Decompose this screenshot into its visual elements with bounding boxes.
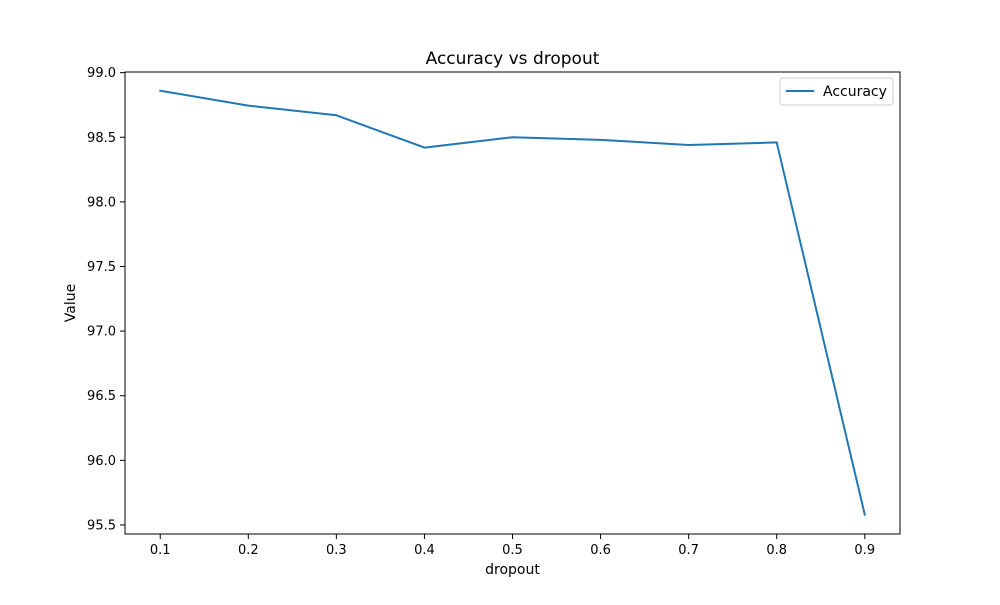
series-layer: [159, 89, 866, 516]
y-tick-label: 98.0: [87, 195, 116, 210]
series-line-accuracy: [159, 89, 866, 516]
y-axis: 95.5 96.0 96.5 97.0 97.5 98.0 98.5 99.0: [87, 66, 125, 533]
y-tick-label: 96.0: [87, 454, 116, 469]
x-tick-label: 0.1: [150, 543, 171, 558]
y-tick-label: 95.5: [87, 518, 116, 533]
plot-area: [124, 71, 901, 535]
x-tick-label: 0.9: [854, 543, 875, 558]
plot-frame: [124, 71, 901, 535]
x-tick-label: 0.2: [238, 543, 259, 558]
x-tick-label: 0.4: [414, 543, 435, 558]
x-axis-label: dropout: [485, 562, 540, 578]
chart-title: Accuracy vs dropout: [426, 49, 600, 69]
x-tick-label: 0.3: [326, 543, 347, 558]
legend: Accuracy: [779, 77, 894, 106]
legend-box: [779, 77, 894, 106]
y-tick-label: 97.0: [87, 325, 116, 340]
y-tick-label: 96.5: [87, 389, 116, 404]
y-tick-label: 99.0: [87, 66, 116, 81]
y-tick-label: 98.5: [87, 131, 116, 146]
x-tick-label: 0.8: [766, 543, 787, 558]
legend-entry-accuracy: Accuracy: [823, 84, 887, 100]
x-tick-label: 0.7: [678, 543, 699, 558]
x-axis: 0.1 0.2 0.3 0.4 0.5 0.6 0.7 0.8 0.9: [150, 534, 875, 558]
x-tick-label: 0.5: [502, 543, 523, 558]
x-tick-label: 0.6: [590, 543, 611, 558]
y-tick-label: 97.5: [87, 260, 116, 275]
y-axis-label: Value: [63, 284, 79, 322]
